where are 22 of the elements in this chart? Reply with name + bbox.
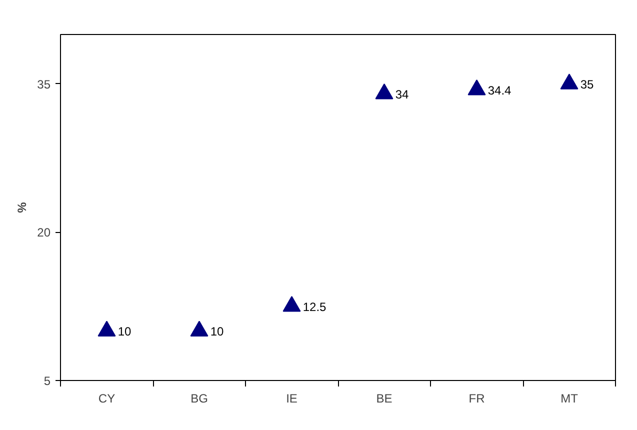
data-label: 34 xyxy=(395,87,410,102)
point xyxy=(282,296,301,312)
x-tick-label: CY xyxy=(98,392,116,406)
point xyxy=(468,80,486,96)
y-axis-title: % xyxy=(15,202,30,213)
point xyxy=(560,74,578,90)
x-tick-label: MT xyxy=(560,392,579,406)
data-label: 35 xyxy=(580,77,594,92)
y-tick-label: 5 xyxy=(44,374,51,388)
point xyxy=(98,320,116,336)
y-tick-label: 20 xyxy=(37,226,51,240)
data-label: 12.5 xyxy=(302,300,327,314)
point xyxy=(375,84,394,100)
x-tick-label: BG xyxy=(190,392,208,406)
x-tick-label: FR xyxy=(468,392,486,406)
x-tick-label: IE xyxy=(286,392,298,406)
point xyxy=(190,320,208,336)
data-label: 34.4 xyxy=(488,83,512,98)
x-tick-label: BE xyxy=(376,392,392,406)
y-tick-label: 35 xyxy=(37,77,51,92)
data-label: 10 xyxy=(210,324,224,339)
data-label: 10 xyxy=(118,324,132,339)
